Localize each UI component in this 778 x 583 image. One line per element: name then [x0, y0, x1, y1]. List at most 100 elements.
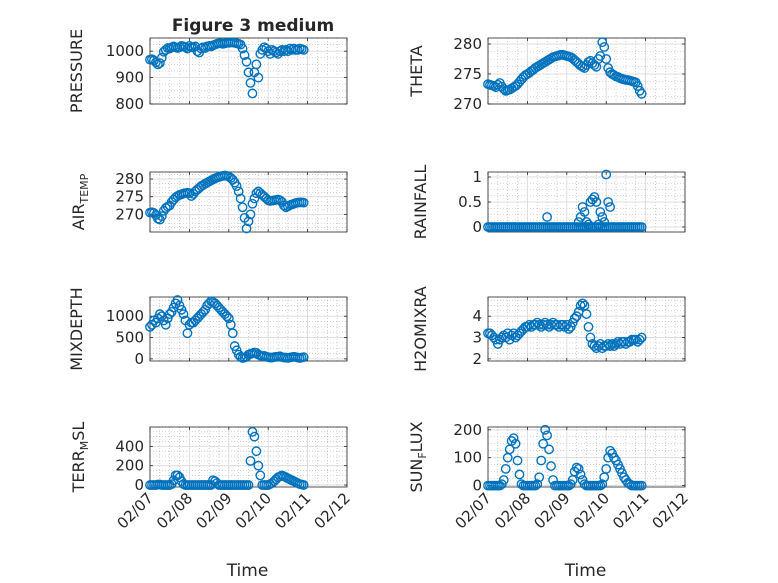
- data-point: [247, 426, 258, 437]
- y-tick-label: 270: [115, 205, 144, 223]
- data-point: [530, 480, 541, 491]
- data-point: [599, 217, 610, 227]
- y-tick-label: 2: [472, 350, 482, 368]
- data-point: [595, 51, 606, 61]
- data-point: [241, 56, 252, 67]
- data-point: [233, 186, 244, 197]
- y-axis-label: PRESSURE: [67, 29, 86, 113]
- data-point: [251, 446, 262, 457]
- y-tick-label: 800: [115, 95, 144, 113]
- y-tick-label: 270: [453, 95, 482, 113]
- data-point: [245, 209, 256, 220]
- y-tick-label: 200: [115, 457, 144, 475]
- y-tick-label: 0: [472, 477, 482, 495]
- data-point: [540, 424, 551, 435]
- data-point: [247, 198, 258, 209]
- y-tick-label: 100: [453, 449, 482, 467]
- data-point: [601, 54, 612, 64]
- data-point: [603, 197, 614, 207]
- data-point: [542, 212, 552, 222]
- data-point: [601, 169, 612, 180]
- data-point: [253, 460, 264, 471]
- data-point: [636, 222, 647, 232]
- data-point: [605, 341, 616, 351]
- data-point: [227, 328, 238, 339]
- data-point: [241, 223, 252, 234]
- data-point: [577, 298, 588, 309]
- data-point: [243, 216, 254, 227]
- figure-title: Figure 3 medium: [172, 16, 334, 36]
- data-point: [178, 309, 189, 319]
- data-point: [630, 334, 641, 345]
- y-tick-label: 275: [453, 65, 482, 83]
- data-point: [253, 72, 264, 83]
- data-point: [184, 188, 195, 199]
- axes-box: [487, 37, 686, 105]
- data-point: [508, 433, 519, 444]
- x-axis-label: Time: [226, 561, 269, 581]
- data-point: [255, 470, 266, 481]
- data-point: [581, 309, 592, 319]
- y-tick-label: 200: [453, 421, 482, 439]
- data-point: [247, 88, 258, 99]
- y-tick-label: 3: [472, 329, 482, 347]
- data-point: [245, 455, 256, 466]
- data-point: [298, 480, 309, 490]
- y-axis-label: AIRTEMP: [69, 173, 91, 230]
- data-point: [573, 463, 584, 474]
- data-point: [172, 295, 183, 305]
- data-point: [243, 480, 254, 490]
- data-point: [239, 50, 250, 61]
- y-tick-label: 0: [134, 476, 144, 494]
- subplot-theta: 270 275 280 THETA: [407, 35, 686, 113]
- y-axis-label: THETA: [407, 45, 426, 97]
- data-point: [591, 197, 602, 207]
- data-point: [237, 43, 248, 54]
- y-tick-label: 275: [115, 188, 144, 206]
- data-point: [575, 469, 586, 480]
- x-axis-label: Time: [564, 561, 607, 581]
- data-point: [160, 319, 171, 330]
- y-axis-label: TERRMSL: [69, 422, 91, 494]
- data-point: [221, 311, 232, 322]
- data-point: [298, 44, 309, 55]
- data-point: [585, 332, 596, 343]
- data-point: [223, 313, 234, 324]
- data-point: [595, 207, 606, 217]
- y-tick-label: 280: [115, 170, 144, 188]
- data-point: [575, 300, 586, 311]
- data-point: [514, 469, 525, 480]
- data-point: [597, 37, 608, 48]
- data-point: [605, 202, 616, 212]
- data-point: [243, 67, 254, 78]
- data-point: [231, 181, 242, 192]
- data-point: [156, 52, 167, 63]
- data-point: [544, 444, 554, 455]
- data-point: [249, 431, 260, 442]
- y-tick-label: 900: [115, 69, 144, 87]
- y-tick-label: 1000: [106, 307, 144, 325]
- subplot-rainfall: 0 0.5 1 RAINFALL: [411, 165, 686, 239]
- data-point: [510, 438, 521, 449]
- y-tick-label: 500: [115, 329, 144, 347]
- y-tick-label: 0: [472, 218, 482, 236]
- subplot-h2omixra: 2 3 4 H2OMIXRA: [411, 286, 686, 372]
- data-point: [500, 463, 511, 474]
- data-point: [632, 81, 643, 91]
- data-point: [581, 217, 592, 227]
- data-point: [577, 202, 588, 212]
- subplot-pressure: 800 900 1000 PRESSURE: [67, 29, 348, 113]
- data-point: [534, 472, 545, 483]
- data-point: [156, 211, 167, 222]
- data-point: [245, 77, 256, 88]
- data-point: [546, 461, 556, 471]
- y-tick-label: 400: [115, 437, 144, 455]
- y-tick-label: 0: [134, 350, 144, 368]
- data-point: [636, 332, 647, 343]
- data-point: [583, 219, 594, 230]
- axes-box: [149, 37, 348, 105]
- y-axis-label: H2OMIXRA: [411, 286, 430, 372]
- data-point: [597, 212, 608, 222]
- data-point: [251, 188, 262, 199]
